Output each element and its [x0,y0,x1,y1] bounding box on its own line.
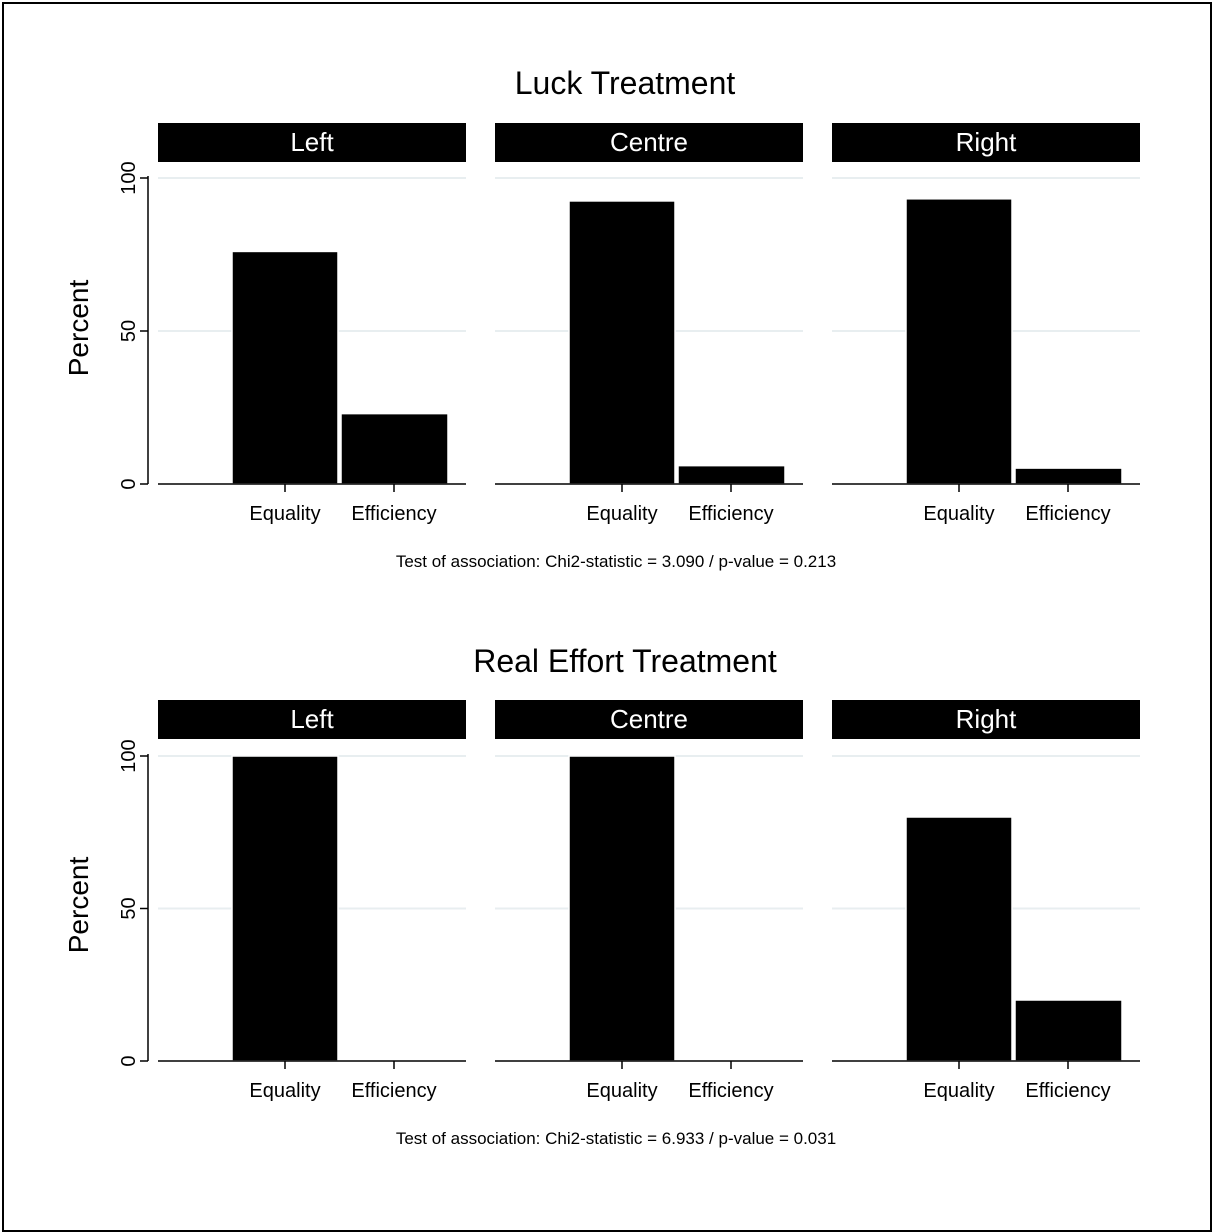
y-tick-label: 100 [118,161,140,194]
bar-equality [905,816,1013,1062]
panel-strip-label: Right [956,127,1017,157]
x-tick-label: Equality [249,503,320,525]
x-tick-label: Equality [923,503,994,525]
bar-efficiency [340,412,449,485]
x-tick-label: Efficiency [1025,1080,1110,1102]
panel-strip-label: Centre [610,704,688,734]
y-tick-label: 0 [118,478,140,489]
x-tick-label: Efficiency [1025,503,1110,525]
panel-strip [832,123,1140,162]
panel-strip [832,700,1140,739]
x-tick-label: Equality [249,1080,320,1102]
bar-equality [231,755,339,1062]
bar-equality [231,250,339,485]
y-tick-label: 100 [118,739,140,772]
chart-title: Real Effort Treatment [473,643,777,679]
y-axis-label: Percent [63,280,94,377]
x-tick-label: Efficiency [688,1080,773,1102]
x-tick-label: Efficiency [351,503,436,525]
y-tick-label: 50 [118,320,140,342]
y-axis-label: Percent [63,857,94,954]
panel-strip [158,700,466,739]
x-tick-label: Equality [923,1080,994,1102]
bar-efficiency [677,464,786,485]
chart-title: Luck Treatment [515,65,736,101]
x-tick-label: Equality [586,503,657,525]
bar-equality [568,755,676,1062]
panel-strip [495,700,803,739]
panel-strip-label: Left [290,704,334,734]
panel-strip [158,123,466,162]
bar-equality [905,198,1013,485]
panel-strip-label: Left [290,127,334,157]
y-tick-label: 50 [118,897,140,919]
panel-strip [495,123,803,162]
bar-efficiency [1014,999,1123,1062]
chart-note: Test of association: Chi2-statistic = 6.… [396,1129,836,1148]
x-tick-label: Equality [586,1080,657,1102]
x-tick-label: Efficiency [351,1080,436,1102]
bar-efficiency [1014,467,1123,485]
y-tick-label: 0 [118,1055,140,1066]
panel-strip-label: Right [956,704,1017,734]
bar-equality [568,200,676,485]
x-tick-label: Efficiency [688,503,773,525]
chart-note: Test of association: Chi2-statistic = 3.… [396,552,836,571]
panel-strip-label: Centre [610,127,688,157]
